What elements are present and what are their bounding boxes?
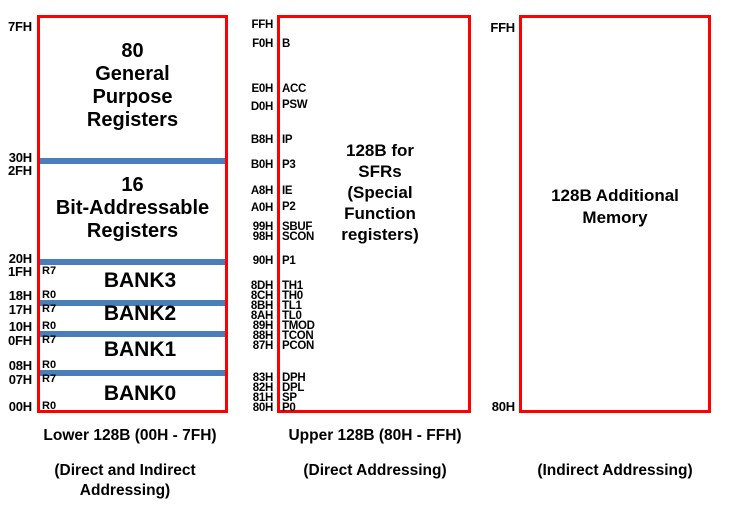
bank0-name: BANK0 — [103, 382, 177, 405]
sfr-box — [277, 15, 471, 413]
address-label-10h: 10H — [8, 319, 32, 334]
sfr-address-ffh: FFH — [251, 19, 274, 31]
sfr-address-83h: 83H — [252, 372, 274, 384]
additional-memory-address-ffh: FFH — [490, 20, 515, 35]
sfr-name-sbuf: SBUF — [282, 221, 313, 233]
address-label-18h: 18H — [8, 288, 32, 303]
sfr-caption-range: Upper 128B (80H - FFH) — [288, 427, 462, 444]
sfr-address-e0h: E0H — [251, 83, 274, 95]
lower-ram-caption-addressing: (Direct and Indirect Addressing) — [54, 462, 196, 499]
address-label-20h: 20H — [8, 251, 32, 266]
sfr-name-p3: P3 — [282, 159, 296, 171]
sfr-caption-addressing: (Direct Addressing) — [303, 462, 447, 479]
bank1-top-register: R7 — [42, 334, 57, 346]
divider-0fh — [40, 331, 225, 337]
sfr-name-th0: TH0 — [282, 290, 303, 302]
bank1-name: BANK1 — [103, 338, 177, 361]
divider-17h — [40, 300, 225, 306]
bank1-bottom-register: R0 — [42, 359, 57, 371]
sfr-address-d0h: D0H — [250, 101, 273, 113]
sfr-address-89h: 89H — [252, 320, 274, 332]
sfr-address-98h: 98H — [252, 231, 274, 243]
address-label-00h: 00H — [8, 399, 32, 414]
sfr-name-p1: P1 — [282, 255, 296, 267]
sfr-name-acc: ACC — [282, 83, 307, 95]
address-label-1fh: 1FH — [8, 264, 32, 279]
sfr-name-scon: SCON — [282, 231, 315, 243]
sfr-address-80h: 80H — [252, 402, 274, 414]
sfr-block-text: 128B for SFRs (Special Function register… — [341, 141, 419, 244]
bank2-name: BANK2 — [103, 302, 177, 325]
sfr-name-th1: TH1 — [282, 280, 303, 292]
address-label-08h: 08H — [8, 358, 32, 373]
sfr-name-tmod: TMOD — [282, 320, 315, 332]
sfr-address-8ah: 8AH — [250, 310, 273, 322]
sfr-name-ie: IE — [282, 185, 293, 197]
sfr-address-a0h: A0H — [250, 202, 273, 214]
sfr-name-p2: P2 — [282, 201, 296, 213]
bank2-bottom-register: R0 — [42, 320, 57, 332]
sfr-name-dpl: DPL — [282, 382, 305, 394]
sfr-address-b0h: B0H — [250, 159, 273, 171]
additional-memory-box — [519, 15, 711, 413]
sfr-address-b8h: B8H — [250, 134, 273, 146]
sfr-address-88h: 88H — [252, 330, 274, 342]
sfr-name-tl1: TL1 — [282, 300, 302, 312]
additional-memory-address-80h: 80H — [491, 399, 515, 414]
address-label-17h: 17H — [8, 302, 32, 317]
bank0-top-register: R7 — [42, 373, 57, 385]
sfr-name-tcon: TCON — [282, 330, 314, 342]
sfr-address-87h: 87H — [252, 340, 274, 352]
sfr-name-dph: DPH — [282, 372, 306, 384]
sfr-address-81h: 81H — [252, 392, 274, 404]
lower-ram-box — [37, 15, 228, 413]
sfr-address-8dh: 8DH — [250, 280, 273, 292]
divider-07h — [40, 370, 225, 376]
sfr-address-8bh: 8BH — [250, 300, 273, 312]
address-label-2fh: 2FH — [8, 163, 32, 178]
bank0-bottom-register: R0 — [42, 400, 57, 412]
sfr-name-pcon: PCON — [282, 340, 315, 352]
bank2-top-register: R7 — [42, 303, 57, 315]
bank3-bottom-register: R0 — [42, 289, 57, 301]
address-label-7fh: 7FH — [8, 19, 32, 34]
address-label-30h: 30H — [8, 150, 32, 165]
address-label-0fh: 0FH — [8, 333, 32, 348]
sfr-name-psw: PSW — [282, 99, 308, 111]
address-label-07h: 07H — [8, 372, 32, 387]
bank3-top-register: R7 — [42, 265, 57, 277]
bank3-name: BANK3 — [103, 269, 177, 292]
sfr-name-ip: IP — [282, 134, 293, 146]
sfr-address-a8h: A8H — [250, 185, 273, 197]
sfr-name-sp: SP — [282, 392, 297, 404]
sfr-address-90h: 90H — [252, 255, 274, 267]
sfr-name-p0: P0 — [282, 402, 296, 414]
additional-memory-caption-addressing: (Indirect Addressing) — [537, 462, 693, 479]
bit-addressable-registers-block: 16 Bit-Addressable Registers — [55, 174, 210, 242]
additional-memory-block-text: 128B Additional Memory — [551, 186, 679, 227]
sfr-address-82h: 82H — [252, 382, 274, 394]
sfr-address-99h: 99H — [252, 221, 274, 233]
lower-ram-caption-range: Lower 128B (00H - 7FH) — [43, 427, 217, 444]
divider-30h — [40, 158, 225, 164]
sfr-name-b: B — [282, 38, 291, 50]
sfr-address-8ch: 8CH — [250, 290, 273, 302]
sfr-address-f0h: F0H — [252, 38, 273, 50]
sfr-name-tl0: TL0 — [282, 310, 302, 322]
divider-1fh — [40, 259, 225, 265]
general-purpose-registers-block: 80 General Purpose Registers — [86, 40, 179, 131]
